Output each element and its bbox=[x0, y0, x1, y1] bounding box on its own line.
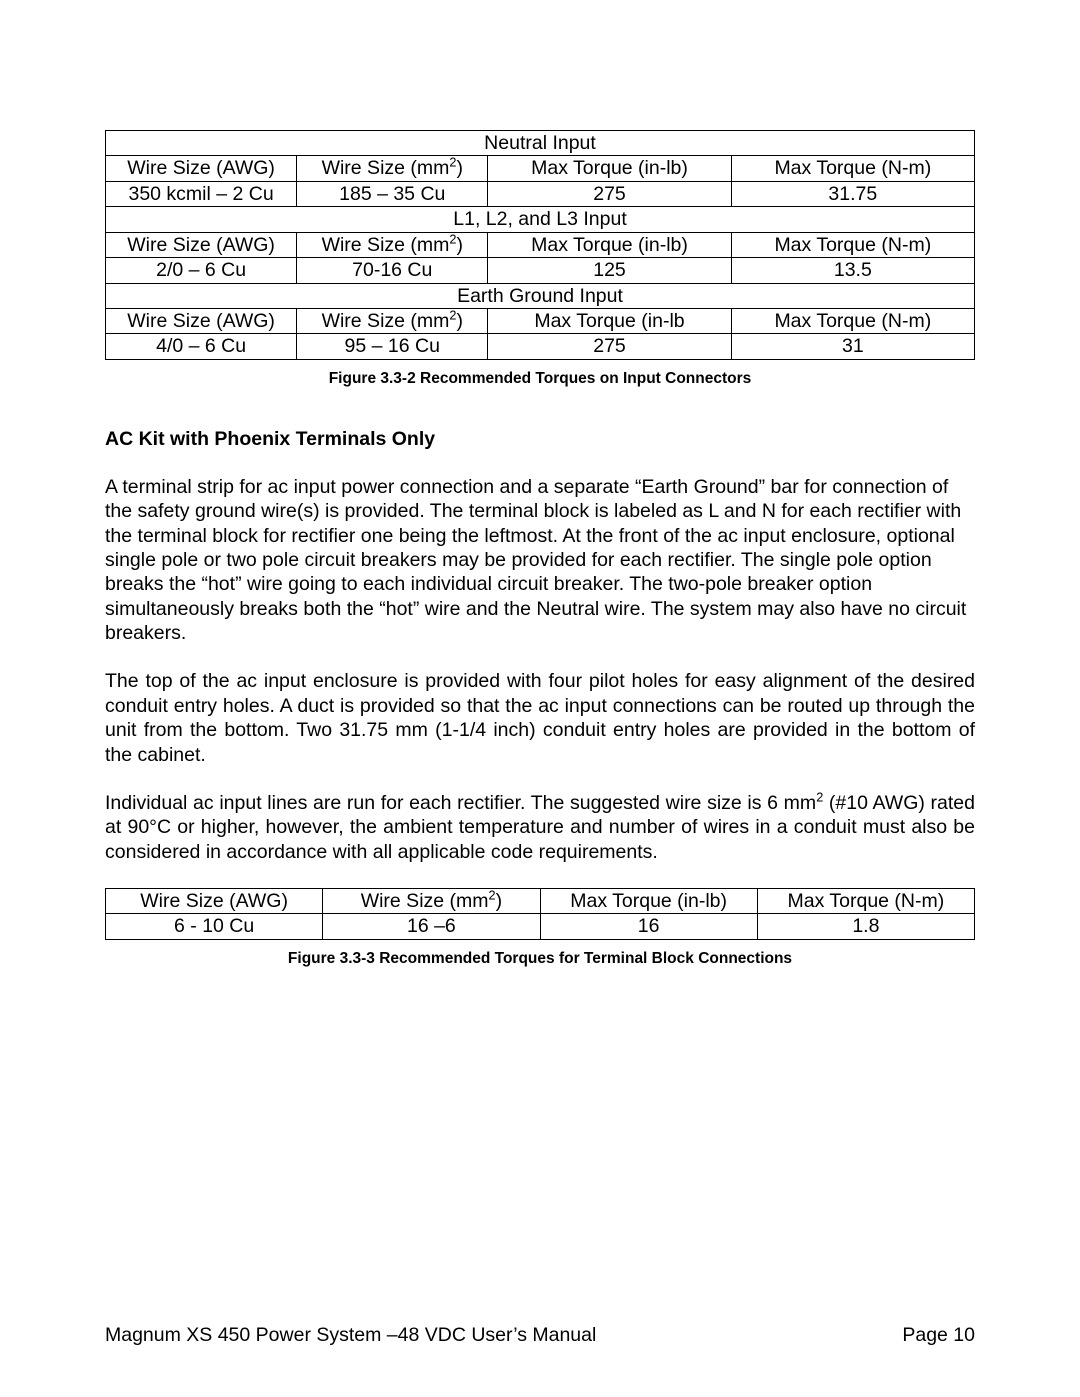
cell: 2/0 – 6 Cu bbox=[106, 258, 297, 283]
col-header: Max Torque (in-lb) bbox=[540, 889, 757, 914]
col-header: Wire Size (AWG) bbox=[106, 308, 297, 333]
cell: 125 bbox=[488, 258, 731, 283]
section-title: L1, L2, and L3 Input bbox=[106, 207, 975, 232]
cell: 31 bbox=[731, 334, 974, 359]
figure-caption: Figure 3.3-3 Recommended Torques for Ter… bbox=[105, 950, 975, 968]
cell: 31.75 bbox=[731, 181, 974, 206]
cell: 13.5 bbox=[731, 258, 974, 283]
col-header: Wire Size (AWG) bbox=[106, 156, 297, 181]
figure-caption: Figure 3.3-2 Recommended Torques on Inpu… bbox=[105, 370, 975, 388]
cell: 16 –6 bbox=[323, 914, 540, 939]
cell: 350 kcmil – 2 Cu bbox=[106, 181, 297, 206]
paragraph: A terminal strip for ac input power conn… bbox=[105, 475, 975, 646]
col-header: Max Torque (N-m) bbox=[731, 156, 974, 181]
cell: 185 – 35 Cu bbox=[297, 181, 488, 206]
col-header: Wire Size (AWG) bbox=[106, 889, 323, 914]
col-header: Max Torque (in-lb bbox=[488, 308, 731, 333]
section-heading: AC Kit with Phoenix Terminals Only bbox=[105, 428, 975, 451]
col-header: Wire Size (AWG) bbox=[106, 232, 297, 257]
cell: 275 bbox=[488, 334, 731, 359]
footer-title: Magnum XS 450 Power System –48 VDC User’… bbox=[105, 1324, 596, 1347]
paragraph: The top of the ac input enclosure is pro… bbox=[105, 669, 975, 767]
col-header: Wire Size (mm2) bbox=[297, 308, 488, 333]
cell: 6 - 10 Cu bbox=[106, 914, 323, 939]
col-header: Max Torque (N-m) bbox=[757, 889, 974, 914]
cell: 95 – 16 Cu bbox=[297, 334, 488, 359]
page-container: Neutral Input Wire Size (AWG) Wire Size … bbox=[0, 0, 1080, 1397]
col-header: Wire Size (mm2) bbox=[297, 232, 488, 257]
cell: 70-16 Cu bbox=[297, 258, 488, 283]
col-header: Wire Size (mm2) bbox=[323, 889, 540, 914]
paragraph: Individual ac input lines are run for ea… bbox=[105, 791, 975, 864]
cell: 275 bbox=[488, 181, 731, 206]
footer-page-number: Page 10 bbox=[902, 1324, 975, 1347]
col-header: Max Torque (N-m) bbox=[731, 308, 974, 333]
section-title: Earth Ground Input bbox=[106, 283, 975, 308]
torque-table-terminal-block: Wire Size (AWG) Wire Size (mm2) Max Torq… bbox=[105, 888, 975, 940]
torque-table-input-connectors: Neutral Input Wire Size (AWG) Wire Size … bbox=[105, 130, 975, 360]
page-footer: Magnum XS 450 Power System –48 VDC User’… bbox=[105, 1324, 975, 1347]
cell: 4/0 – 6 Cu bbox=[106, 334, 297, 359]
section-title: Neutral Input bbox=[106, 131, 975, 156]
col-header: Max Torque (in-lb) bbox=[488, 232, 731, 257]
col-header: Max Torque (in-lb) bbox=[488, 156, 731, 181]
cell: 1.8 bbox=[757, 914, 974, 939]
col-header: Wire Size (mm2) bbox=[297, 156, 488, 181]
cell: 16 bbox=[540, 914, 757, 939]
col-header: Max Torque (N-m) bbox=[731, 232, 974, 257]
